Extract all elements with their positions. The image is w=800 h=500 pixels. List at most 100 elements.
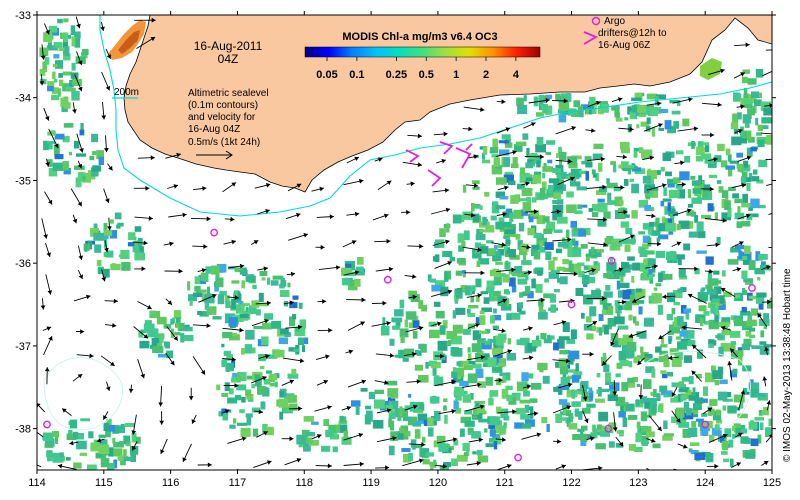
chlorophyll-pixel: [180, 333, 185, 343]
chlorophyll-pixel: [544, 242, 554, 250]
chlorophyll-pixel: [619, 282, 630, 288]
chlorophyll-pixel: [755, 69, 764, 78]
chlorophyll-pixel: [758, 301, 764, 310]
velocity-arrowhead: [764, 346, 769, 352]
chlorophyll-pixel: [53, 54, 60, 59]
chlorophyll-pixel: [720, 435, 725, 443]
chlorophyll-pixel: [637, 105, 647, 113]
chlorophyll-pixel: [93, 439, 100, 445]
chlorophyll-pixel: [655, 346, 662, 353]
chlorophyll-pixel: [402, 357, 409, 362]
contour-legend-label: 200m: [114, 87, 139, 98]
velocity-arrowhead: [267, 460, 272, 465]
velocity-arrowhead: [359, 178, 364, 184]
chlorophyll-pixel: [51, 94, 59, 101]
chlorophyll-pixel: [505, 242, 511, 247]
chlorophyll-pixel: [728, 154, 732, 162]
chlorophyll-pixel: [533, 232, 542, 239]
chlorophyll-pixel: [507, 338, 511, 345]
velocity-arrowhead: [241, 436, 247, 442]
chlorophyll-pixel: [741, 220, 751, 227]
chlorophyll-pixel: [57, 88, 61, 97]
chlorophyll-pixel: [671, 208, 676, 215]
chlorophyll-pixel: [525, 162, 533, 169]
argo-float-marker: [701, 420, 710, 429]
chlorophyll-pixel: [698, 175, 703, 185]
velocity-arrowhead: [360, 321, 365, 326]
chlorophyll-pixel: [48, 25, 58, 33]
chlorophyll-pixel: [475, 403, 480, 407]
chlorophyll-pixel: [607, 318, 616, 327]
chlorophyll-pixel: [583, 323, 593, 331]
chlorophyll-pixel: [619, 141, 630, 150]
velocity-arrowhead: [325, 354, 330, 360]
chlorophyll-pixel: [734, 350, 744, 357]
chlorophyll-pixel: [677, 258, 682, 266]
chlorophyll-pixel: [705, 284, 713, 290]
chlorophyll-pixel: [742, 388, 748, 395]
chlorophyll-pixel: [309, 440, 319, 446]
velocity-arrowhead: [78, 86, 83, 92]
velocity-arrowhead: [623, 209, 628, 215]
chlorophyll-pixel: [536, 215, 545, 225]
chlorophyll-pixel: [501, 134, 511, 140]
chlorophyll-pixel: [74, 165, 85, 170]
chlorophyll-pixel: [412, 320, 420, 328]
chlorophyll-pixel: [523, 390, 530, 397]
velocity-arrowhead: [745, 42, 750, 48]
chlorophyll-pixel: [535, 284, 543, 293]
velocity-arrowhead: [612, 391, 618, 396]
chlorophyll-pixel: [408, 394, 412, 398]
chlorophyll-pixel: [751, 345, 762, 350]
chlorophyll-pixel: [596, 425, 605, 434]
chlorophyll-pixel: [368, 391, 375, 400]
chlorophyll-pixel: [497, 249, 505, 256]
chlorophyll-pixel: [667, 125, 676, 134]
chlorophyll-pixel: [110, 219, 114, 224]
argo-float-markers: [43, 228, 756, 462]
velocity-arrowhead: [319, 186, 324, 192]
chlorophyll-pixel: [248, 305, 257, 314]
chlorophyll-pixel: [444, 272, 449, 282]
velocity-arrowhead: [37, 403, 41, 408]
chlorophyll-pixel: [52, 431, 59, 438]
chlorophyll-pixel: [166, 350, 173, 359]
velocity-arrow: [761, 132, 772, 135]
chlorophyll-pixel: [746, 147, 753, 157]
chlorophyll-pixel: [603, 305, 614, 315]
chlorophyll-pixel: [204, 294, 215, 304]
chlorophyll-pixel: [643, 379, 652, 389]
chlorophyll-pixel: [767, 302, 772, 309]
chlorophyll-pixel: [615, 373, 621, 378]
chlorophyll-pixel: [653, 388, 657, 398]
velocity-arrowhead: [354, 270, 360, 275]
chlorophyll-pixel: [639, 247, 646, 252]
chlorophyll-pixel: [419, 448, 430, 457]
chlorophyll-pixel: [601, 103, 609, 113]
chlorophyll-pixel: [542, 375, 550, 384]
chlorophyll-pixel: [708, 174, 718, 179]
velocity-arrowhead: [745, 213, 751, 219]
chlorophyll-pixel: [691, 197, 702, 204]
chlorophyll-pixel: [481, 342, 492, 350]
chlorophyll-pixel: [485, 376, 493, 386]
chlorophyll-pixel: [570, 263, 582, 274]
velocity-arrowhead: [417, 162, 422, 167]
chlorophyll-pixel: [504, 415, 510, 421]
velocity-arrowhead: [477, 382, 482, 388]
chlorophyll-pixel: [559, 276, 568, 285]
chlorophyll-pixel: [738, 250, 743, 259]
chlorophyll-pixel: [488, 398, 494, 406]
velocity-arrowhead: [653, 264, 658, 269]
chlorophyll-pixel: [538, 298, 544, 307]
velocity-arrowhead: [45, 116, 50, 121]
chlorophyll-pixel: [708, 340, 714, 348]
velocity-arrowhead: [289, 379, 294, 384]
chlorophyll-pixel: [54, 154, 64, 160]
chlorophyll-pixel: [516, 339, 523, 346]
chlorophyll-pixel: [489, 437, 494, 443]
drifter-legend-line-1: drifters@12h to: [598, 28, 667, 39]
chlorophyll-pixel: [714, 315, 719, 323]
lat-tick-label: -35: [15, 175, 31, 187]
chlorophyll-pixel: [388, 412, 396, 419]
